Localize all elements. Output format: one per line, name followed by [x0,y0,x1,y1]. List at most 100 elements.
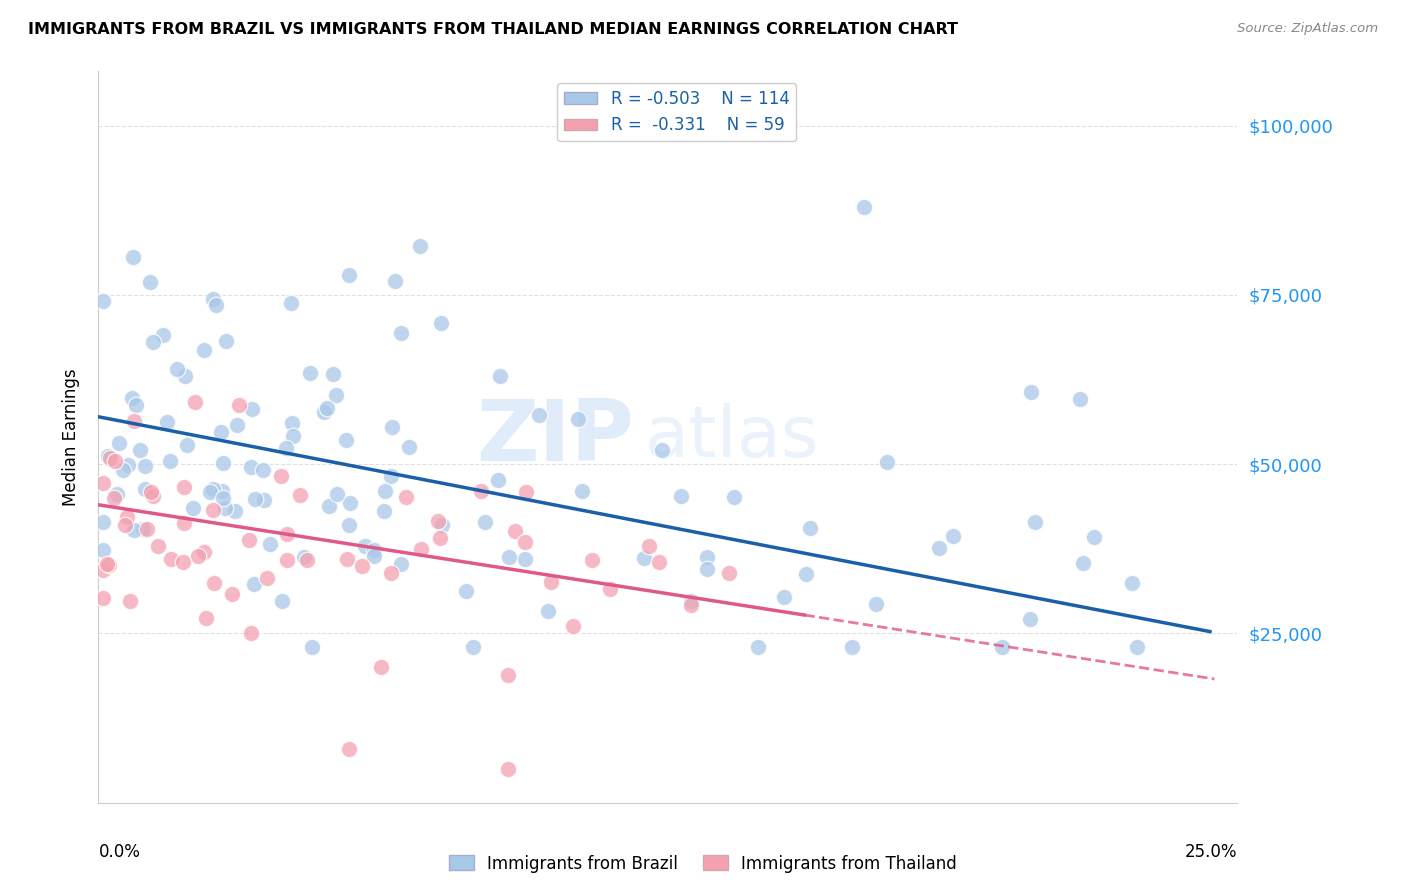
Point [202,503,225,517]
Point [1126,640,1149,654]
Point [166,361,188,376]
Text: 0.0%: 0.0% [98,843,141,861]
Point [243,492,266,507]
Point [134,482,156,496]
Point [1019,612,1042,626]
Point [991,640,1014,654]
Point [398,440,420,454]
Point [463,640,485,654]
Point [96,558,118,572]
Point [181,501,204,516]
Point [202,482,225,496]
Point [841,640,863,654]
Point [252,463,274,477]
Point [363,549,385,563]
Point [91,563,114,577]
Point [93,516,115,530]
Legend: R = -0.503    N = 114, R =  -0.331    N = 59: R = -0.503 N = 114, R = -0.331 N = 59 [557,83,796,141]
Point [318,500,340,514]
Point [295,553,318,567]
Point [326,487,349,501]
Point [537,604,560,618]
Point [215,334,238,348]
Point [373,504,395,518]
Point [315,401,337,416]
Point [395,490,418,504]
Point [389,326,412,340]
Point [173,368,195,383]
Point [322,367,344,381]
Point [389,558,412,572]
Point [336,552,359,566]
Point [567,412,589,426]
Point [276,553,298,567]
Text: 25.0%: 25.0% [1185,843,1237,861]
Point [325,388,347,402]
Point [747,640,769,654]
Point [173,480,195,494]
Point [281,429,304,443]
Point [409,238,432,252]
Point [211,484,233,499]
Point [156,415,179,429]
Point [225,418,247,433]
Point [240,402,263,417]
Point [337,268,360,282]
Point [184,395,207,409]
Point [138,275,160,289]
Point [118,594,141,608]
Point [91,476,114,491]
Point [429,316,451,330]
Point [648,555,671,569]
Point [380,566,402,580]
Point [111,463,134,477]
Point [561,619,583,633]
Point [637,539,659,553]
Point [98,451,121,466]
Point [134,458,156,473]
Point [599,582,621,596]
Point [876,455,898,469]
Point [312,404,335,418]
Point [103,491,125,505]
Point [799,521,821,535]
Point [176,437,198,451]
Point [374,483,396,498]
Point [474,515,496,529]
Point [1083,530,1105,544]
Point [496,668,519,682]
Text: IMMIGRANTS FROM BRAZIL VS IMMIGRANTS FROM THAILAND MEDIAN EARNINGS CORRELATION C: IMMIGRANTS FROM BRAZIL VS IMMIGRANTS FRO… [28,22,957,37]
Point [288,488,311,502]
Point [148,539,170,553]
Point [363,543,385,558]
Point [122,414,145,428]
Point [256,571,278,585]
Point [301,640,323,654]
Point [270,594,292,608]
Point [114,517,136,532]
Point [942,529,965,543]
Point [1069,392,1091,407]
Point [1024,515,1046,529]
Point [228,399,250,413]
Point [139,484,162,499]
Point [354,539,377,553]
Point [105,487,128,501]
Point [91,542,114,557]
Legend: Immigrants from Brazil, Immigrants from Thailand: Immigrants from Brazil, Immigrants from … [443,848,963,880]
Point [209,425,232,440]
Point [238,533,260,548]
Point [276,526,298,541]
Point [270,468,292,483]
Point [633,550,655,565]
Point [202,292,225,306]
Point [253,493,276,508]
Point [429,531,451,545]
Point [117,458,139,472]
Point [928,541,950,555]
Point [432,517,454,532]
Point [679,599,702,613]
Point [136,522,159,536]
Point [335,433,357,447]
Text: ZIP: ZIP [477,395,634,479]
